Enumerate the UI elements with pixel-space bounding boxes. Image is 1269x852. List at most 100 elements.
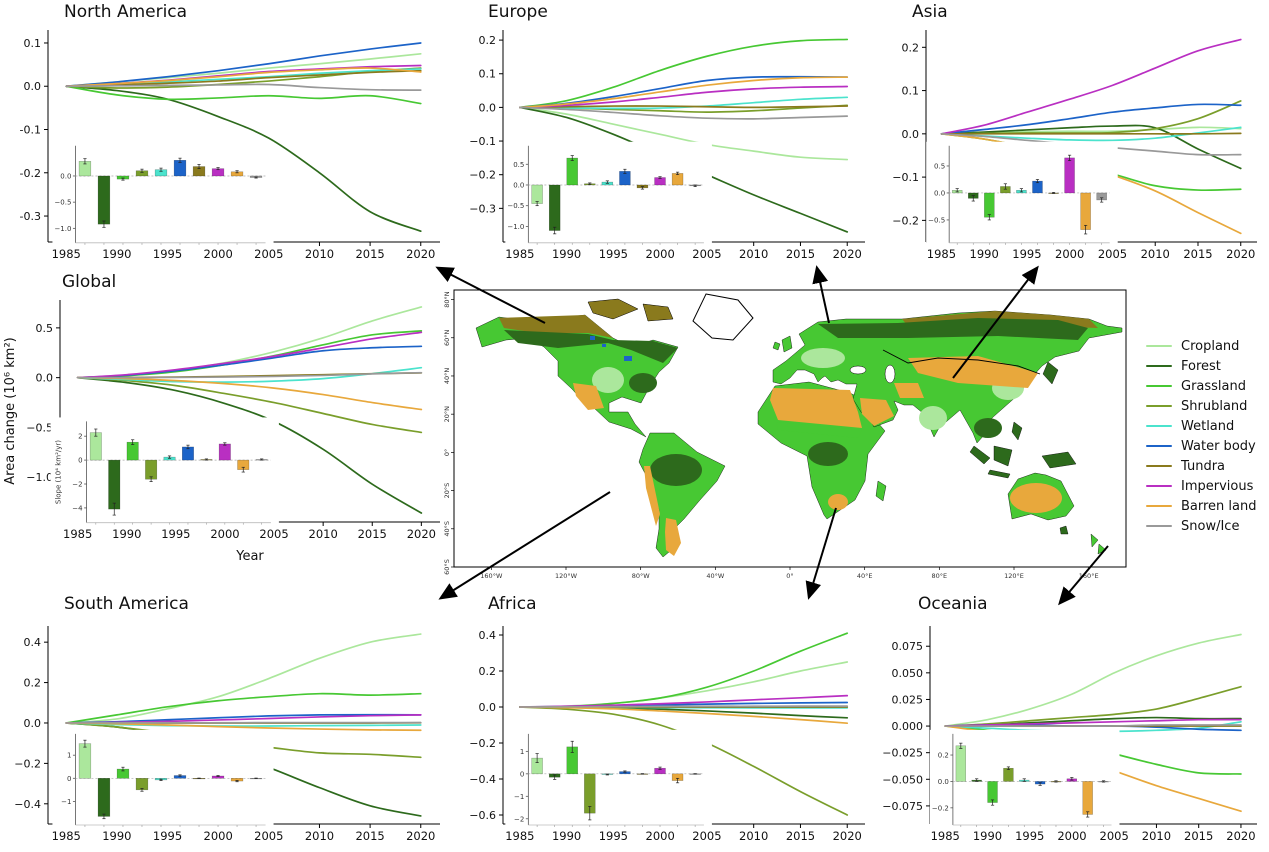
svg-text:0°: 0° xyxy=(786,572,793,580)
svg-text:Area change (10⁶ km²): Area change (10⁶ km²) xyxy=(3,337,18,484)
svg-text:2015: 2015 xyxy=(1184,829,1213,843)
svg-text:80°E: 80°E xyxy=(932,572,948,580)
svg-text:0.0: 0.0 xyxy=(24,717,42,730)
svg-text:−0.2: −0.2 xyxy=(14,757,41,770)
svg-text:2010: 2010 xyxy=(305,247,334,261)
panel-global: Global 0.5 0.0 −0.5 −1.0 1985 1990 1995 2000 200… xyxy=(0,270,452,568)
svg-text:1990: 1990 xyxy=(552,829,581,843)
svg-text:−0.2: −0.2 xyxy=(469,169,496,182)
svg-text:40°E: 40°E xyxy=(857,572,873,580)
svg-text:−0.2: −0.2 xyxy=(469,737,496,750)
svg-text:20°N: 20°N xyxy=(443,406,451,423)
forest-swatch-icon xyxy=(1146,364,1172,368)
svg-text:−1: −1 xyxy=(514,793,524,801)
panel-title-oceania: Oceania xyxy=(918,594,988,614)
svg-text:2005: 2005 xyxy=(259,527,288,541)
legend-item-snow-ice: Snow/Ice xyxy=(1146,516,1268,536)
svg-text:2005: 2005 xyxy=(254,829,283,843)
svg-text:1985: 1985 xyxy=(63,527,92,541)
svg-text:2010: 2010 xyxy=(1141,247,1170,261)
svg-text:120°W: 120°W xyxy=(555,572,578,580)
svg-text:1985: 1985 xyxy=(927,247,956,261)
svg-text:0.5: 0.5 xyxy=(934,162,945,170)
svg-text:0: 0 xyxy=(520,770,524,778)
svg-text:-0.1: -0.1 xyxy=(20,124,41,137)
svg-text:2020: 2020 xyxy=(833,829,862,843)
svg-text:1995: 1995 xyxy=(153,247,182,261)
svg-text:60°S: 60°S xyxy=(443,559,451,575)
svg-text:160°E: 160°E xyxy=(1079,572,1099,580)
svg-text:0.0: 0.0 xyxy=(24,80,42,93)
svg-text:1990: 1990 xyxy=(970,247,999,261)
svg-text:−0.075: −0.075 xyxy=(882,800,923,813)
svg-text:0: 0 xyxy=(78,457,82,465)
svg-text:Year: Year xyxy=(235,549,264,564)
svg-text:2010: 2010 xyxy=(1142,829,1171,843)
svg-text:0.000: 0.000 xyxy=(892,720,924,733)
svg-text:−0.2: −0.2 xyxy=(892,214,919,227)
svg-text:1: 1 xyxy=(520,748,524,756)
svg-text:160°W: 160°W xyxy=(480,572,503,580)
svg-text:2000: 2000 xyxy=(646,247,675,261)
svg-text:2005: 2005 xyxy=(254,247,283,261)
shrubland-swatch-icon xyxy=(1146,404,1172,408)
svg-text:−0.050: −0.050 xyxy=(882,773,923,786)
panel-north-america: North America 0.1 0.0 -0.1 -0.2 -0.3 1985 1990… xyxy=(0,0,452,268)
svg-text:-0.2: -0.2 xyxy=(20,167,41,180)
chart-oceania: 0.075 0.050 0.025 0.000 −0.025 −0.050 −0.075 19… xyxy=(882,626,1257,843)
chart-asia: 0.2 0.1 0.0 −0.1 −0.2 1985 1990 1995 2000 2005 201… xyxy=(892,30,1257,261)
svg-text:−0.5: −0.5 xyxy=(54,199,71,207)
legend-item-cropland: Cropland xyxy=(1146,336,1268,356)
cropland-swatch-icon xyxy=(1146,344,1172,348)
svg-text:0.4: 0.4 xyxy=(24,636,42,649)
svg-text:2010: 2010 xyxy=(305,829,334,843)
svg-text:2000: 2000 xyxy=(210,527,239,541)
svg-text:60°N: 60°N xyxy=(443,329,451,346)
svg-text:0.1: 0.1 xyxy=(479,68,497,81)
svg-text:120°E: 120°E xyxy=(1004,572,1024,580)
svg-text:0.5: 0.5 xyxy=(513,161,524,169)
svg-text:1995: 1995 xyxy=(599,247,628,261)
svg-text:2010: 2010 xyxy=(309,527,338,541)
world-land-cover-map: 160°W 120°W 80°W 40°W 0° 40°E 80°E 120°E 160°E 80… xyxy=(443,289,1127,580)
svg-text:0°: 0° xyxy=(443,449,451,456)
svg-text:−1.0: −1.0 xyxy=(26,471,53,484)
svg-text:2020: 2020 xyxy=(1226,829,1255,843)
svg-text:1: 1 xyxy=(67,752,71,760)
svg-text:40°N: 40°N xyxy=(443,368,451,385)
svg-text:2005: 2005 xyxy=(1098,247,1127,261)
svg-text:−1.0: −1.0 xyxy=(507,223,524,231)
svg-text:−0.3: −0.3 xyxy=(469,202,496,215)
svg-text:2005: 2005 xyxy=(692,247,721,261)
panel-europe: Europe 0.2 0.1 0.0 −0.1 −0.2 −0.3 1985 1990 1995… xyxy=(455,0,877,268)
svg-text:0.2: 0.2 xyxy=(479,34,497,47)
svg-text:1995: 1995 xyxy=(1012,247,1041,261)
chart-europe: 0.2 0.1 0.0 −0.1 −0.2 −0.3 1985 1990 1995 2000 200… xyxy=(469,30,865,261)
legend-item-wetland: Wetland xyxy=(1146,416,1268,436)
svg-text:2000: 2000 xyxy=(204,247,233,261)
svg-text:2020: 2020 xyxy=(406,247,435,261)
svg-text:−0.2: −0.2 xyxy=(932,804,949,812)
svg-text:Slope (10⁴ km²/yr): Slope (10⁴ km²/yr) xyxy=(55,440,63,504)
svg-text:2020: 2020 xyxy=(407,527,436,541)
svg-text:0.075: 0.075 xyxy=(892,640,924,653)
svg-text:−0.4: −0.4 xyxy=(469,773,496,786)
svg-text:0.0: 0.0 xyxy=(513,181,524,189)
panel-africa: Africa 0.4 0.2 0.0 −0.2 −0.4 −0.6 1985 1990 1995… xyxy=(455,592,877,852)
svg-text:2020: 2020 xyxy=(833,247,862,261)
svg-text:2015: 2015 xyxy=(1183,247,1212,261)
legend-item-grassland: Grassland xyxy=(1146,376,1268,396)
legend-item-shrubland: Shrubland xyxy=(1146,396,1268,416)
svg-text:2015: 2015 xyxy=(355,829,384,843)
svg-text:0.4: 0.4 xyxy=(479,629,497,642)
svg-text:0.2: 0.2 xyxy=(479,665,497,678)
svg-text:40°W: 40°W xyxy=(706,572,725,580)
svg-text:0.0: 0.0 xyxy=(938,778,949,786)
svg-text:1995: 1995 xyxy=(599,829,628,843)
svg-text:0.0: 0.0 xyxy=(902,128,920,141)
svg-text:2015: 2015 xyxy=(355,247,384,261)
svg-text:1990: 1990 xyxy=(973,829,1002,843)
svg-text:−0.5: −0.5 xyxy=(928,216,945,224)
svg-text:0.1: 0.1 xyxy=(902,85,920,98)
